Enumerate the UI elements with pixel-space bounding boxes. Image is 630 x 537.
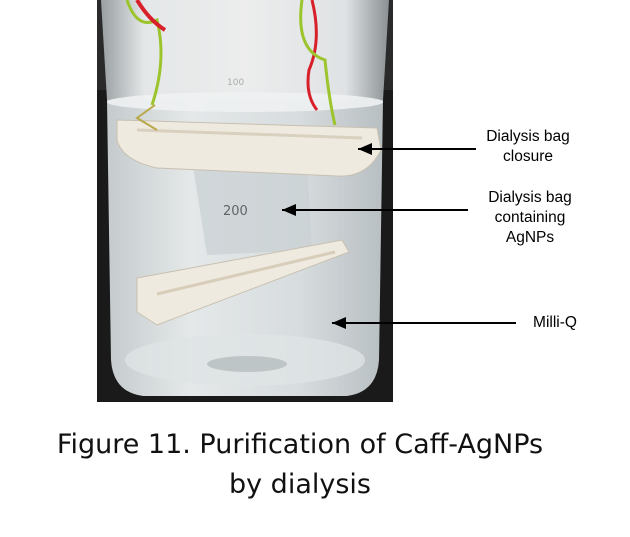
caption-line2: by dialysis (228, 469, 371, 500)
scale-mark-100: 100 (227, 78, 244, 88)
label-dialysis-bag-closure: Dialysis bag closure (478, 127, 578, 167)
beaker-illustration: 200 100 (97, 0, 393, 402)
red-tie-right (306, 0, 319, 111)
label-bag-line1: Dialysis bag (488, 189, 572, 206)
label-bag-line2: containing (494, 209, 566, 226)
label-closure-line1: Dialysis bag (486, 128, 570, 145)
red-tie (135, 0, 167, 32)
dialysis-membrane (192, 160, 312, 255)
label-milli-q: Milli-Q (533, 314, 577, 331)
label-dialysis-bag-containing: Dialysis bag containing AgNPs (470, 188, 590, 248)
scale-mark-200: 200 (223, 204, 248, 219)
beaker-photo: 200 100 (97, 0, 393, 402)
green-tie-right (299, 0, 337, 126)
caption-line1: Figure 11. Purification of Caff-AgNPs (56, 429, 544, 460)
figure-caption: Figure 11. Purification of Caff-AgNPs by… (0, 425, 600, 505)
label-closure-line2: closure (503, 148, 553, 165)
label-bag-line3: AgNPs (505, 229, 555, 246)
dialysis-bag-closure (116, 119, 382, 177)
green-tie (125, 0, 163, 106)
